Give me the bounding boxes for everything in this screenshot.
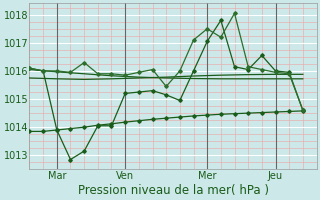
X-axis label: Pression niveau de la mer( hPa ): Pression niveau de la mer( hPa ) — [77, 184, 268, 197]
